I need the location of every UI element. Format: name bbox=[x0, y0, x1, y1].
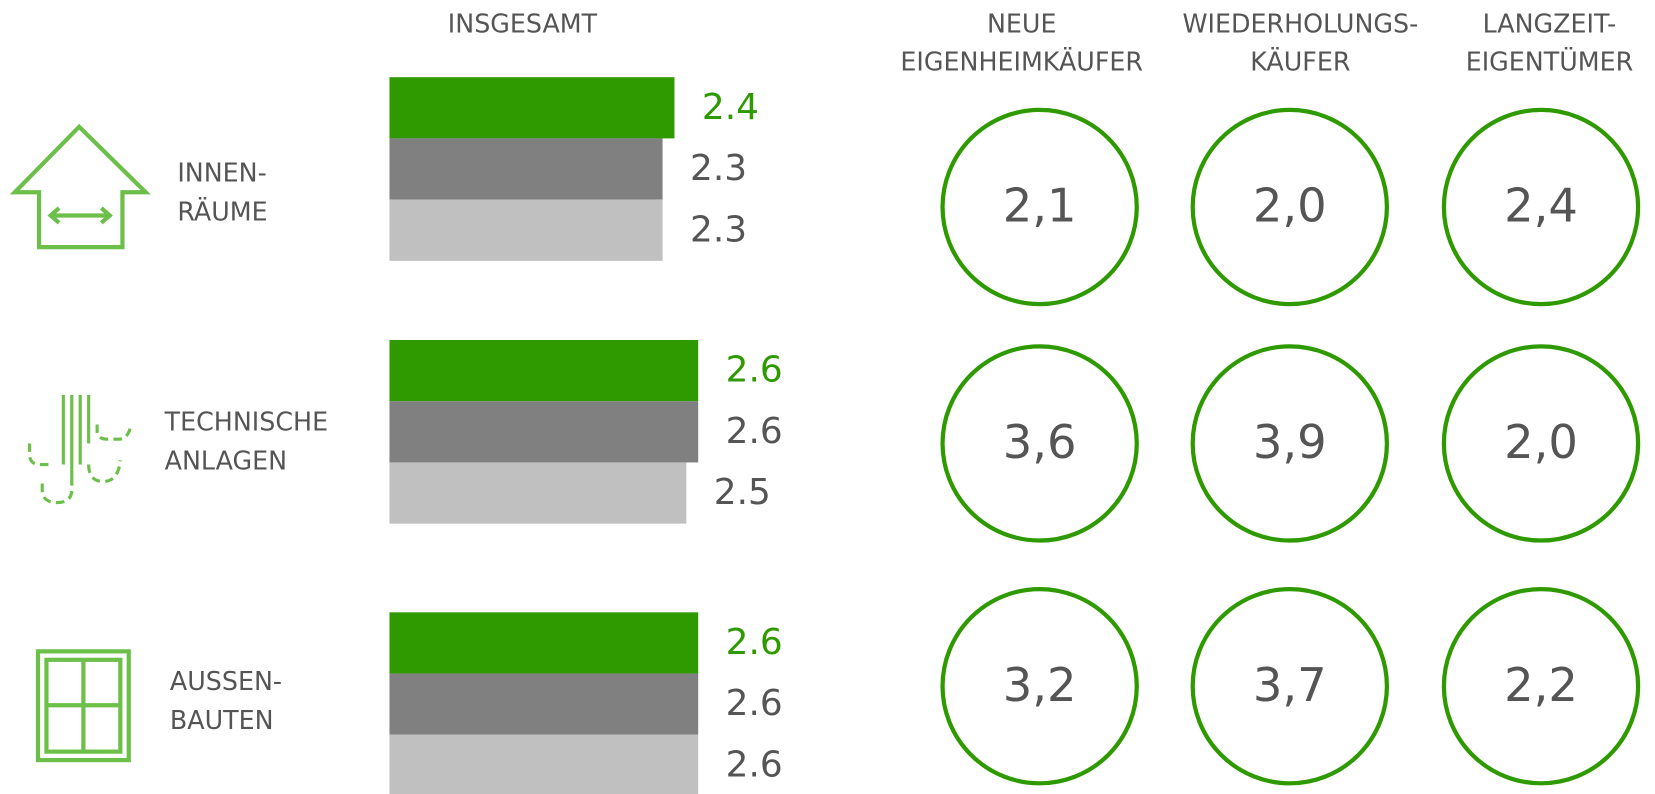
header-group: LANGZEIT- bbox=[1483, 8, 1617, 38]
bar bbox=[389, 138, 663, 200]
row-label: BAUTEN bbox=[170, 705, 274, 735]
header-group: WIEDERHOLUNGS- bbox=[1182, 8, 1418, 38]
bar bbox=[389, 673, 699, 735]
header-overall: INSGESAMT bbox=[448, 8, 598, 38]
score-circle bbox=[1190, 586, 1390, 786]
bar-value-label: 2.6 bbox=[726, 350, 783, 391]
bar-value-label: 2.6 bbox=[726, 622, 783, 663]
score-label: 3,7 bbox=[1253, 658, 1327, 712]
score-label: 2,0 bbox=[1504, 415, 1578, 469]
row-label: TECHNISCHE bbox=[164, 406, 328, 436]
bar bbox=[389, 734, 699, 794]
score-circle bbox=[940, 344, 1139, 543]
bar bbox=[389, 612, 699, 674]
icon-pipes bbox=[27, 394, 133, 505]
score-circle bbox=[1441, 344, 1641, 543]
row-label: AUSSEN- bbox=[170, 666, 282, 696]
score-circle bbox=[1190, 344, 1390, 543]
icon-house bbox=[9, 123, 151, 250]
score-circle bbox=[940, 586, 1139, 786]
score-label: 3,9 bbox=[1253, 415, 1327, 469]
score-label: 2,1 bbox=[1003, 179, 1077, 233]
header-group: NEUE bbox=[987, 8, 1057, 38]
bar-value-label: 2.3 bbox=[690, 209, 747, 250]
row-label: INNEN- bbox=[177, 157, 266, 187]
header-group: EIGENHEIMKÄUFER bbox=[900, 46, 1143, 76]
score-label: 2,4 bbox=[1504, 179, 1578, 233]
score-circle bbox=[1190, 107, 1390, 307]
row-label: ANLAGEN bbox=[165, 445, 287, 475]
score-circle bbox=[1441, 586, 1641, 786]
row-label: RÄUME bbox=[177, 196, 267, 226]
header-group: EIGENTÜMER bbox=[1466, 46, 1634, 76]
score-label: 2,2 bbox=[1504, 658, 1578, 712]
header-group: KÄUFER bbox=[1250, 46, 1350, 76]
score-label: 2,0 bbox=[1253, 179, 1327, 233]
icon-window bbox=[35, 649, 131, 763]
bar bbox=[389, 401, 699, 463]
bar-value-label: 2.6 bbox=[726, 744, 783, 785]
bar bbox=[389, 199, 663, 261]
score-circle bbox=[1441, 107, 1641, 307]
bar-value-label: 2.4 bbox=[702, 87, 759, 128]
bar-value-label: 2.5 bbox=[714, 472, 771, 513]
bar bbox=[389, 340, 699, 402]
score-label: 3,6 bbox=[1003, 415, 1077, 469]
bar-value-label: 2.3 bbox=[690, 148, 747, 189]
score-circle bbox=[940, 107, 1139, 307]
bar-value-label: 2.6 bbox=[726, 411, 783, 452]
score-label: 3,2 bbox=[1003, 658, 1077, 712]
bar bbox=[389, 462, 687, 524]
bar-value-label: 2.6 bbox=[726, 683, 783, 724]
bar bbox=[389, 77, 675, 139]
